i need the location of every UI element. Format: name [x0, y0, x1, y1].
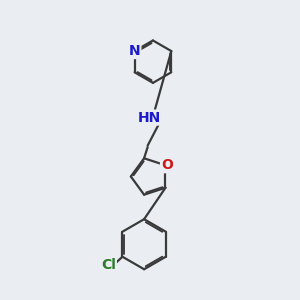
Text: O: O [161, 158, 173, 172]
Text: Cl: Cl [101, 258, 116, 272]
Text: HN: HN [137, 111, 161, 124]
Text: N: N [129, 44, 140, 58]
